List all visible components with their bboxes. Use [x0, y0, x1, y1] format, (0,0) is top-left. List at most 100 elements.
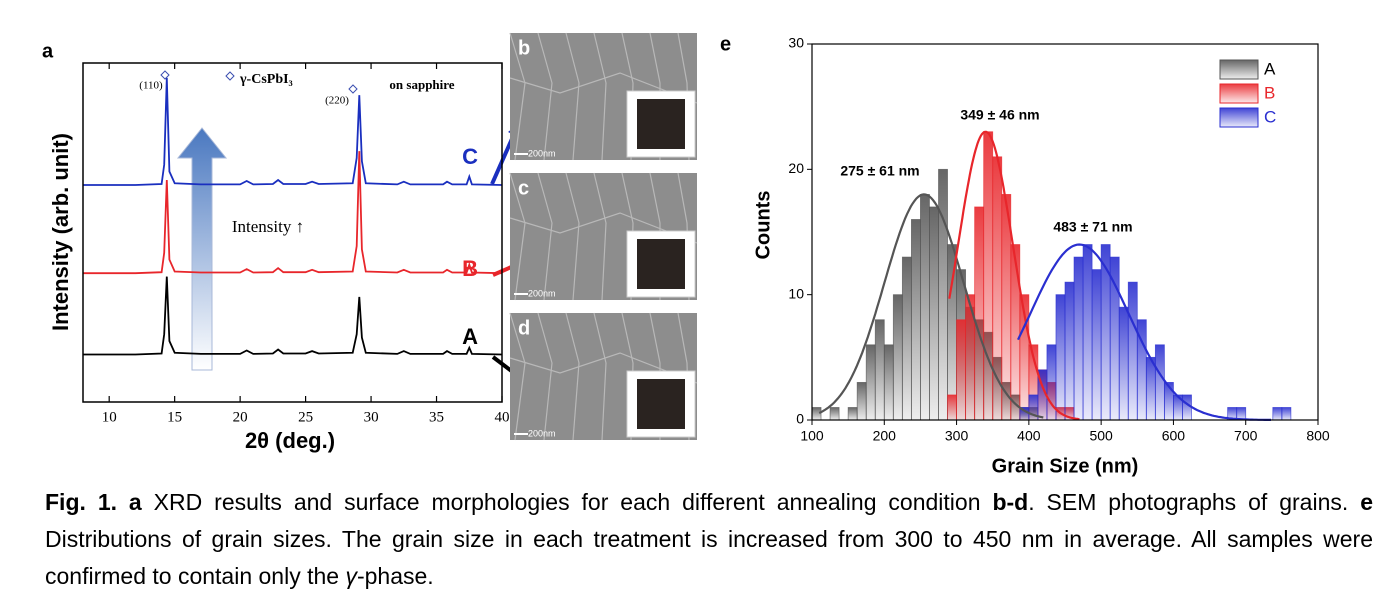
annotation: (220) — [325, 95, 349, 107]
histogram-bar — [1064, 281, 1075, 421]
peak-marker — [225, 71, 235, 81]
histogram-bar — [856, 381, 867, 421]
histogram-bar — [1100, 244, 1111, 421]
series-label: C — [462, 144, 478, 169]
fit-curve — [818, 193, 1044, 419]
histogram-bar — [1281, 407, 1292, 421]
histogram-bar — [920, 193, 930, 421]
histogram-bar — [1091, 269, 1102, 421]
grain-boundary — [593, 172, 607, 301]
scale-bar-label: 200nm — [528, 428, 556, 438]
scale-bar-label: 200nm — [528, 288, 556, 298]
caption-text: -phase. — [356, 563, 434, 589]
caption-text: . SEM photographs of grains. — [1028, 489, 1361, 515]
x-tick-label: 400 — [1017, 428, 1041, 444]
grain-boundary — [565, 32, 580, 161]
legend-label: B — [1264, 83, 1275, 102]
xrd-line — [83, 276, 503, 356]
y-tick-label: 0 — [796, 411, 804, 427]
caption-text: e — [1360, 489, 1373, 515]
annotation: (110) — [139, 80, 163, 92]
legend-swatch — [1219, 59, 1259, 80]
legend-label: A — [1264, 59, 1276, 78]
x-axis-label: 2θ (deg.) — [245, 428, 335, 453]
histogram-bar — [956, 319, 967, 421]
sem-label: c — [518, 177, 529, 199]
fit-curve — [948, 130, 1080, 421]
histogram-bar — [865, 344, 876, 421]
y-tick-label: 30 — [788, 35, 804, 51]
intensity-arrow — [176, 127, 228, 371]
grain-boundary — [537, 172, 553, 301]
annotation: 349 ± 46 nm — [960, 107, 1039, 123]
histogram-bar — [947, 394, 957, 421]
x-tick-label: 20 — [233, 409, 248, 425]
grain-boundary — [565, 312, 580, 441]
histogram-bar — [1118, 306, 1129, 421]
xrd-line — [83, 151, 503, 275]
histogram-bar — [847, 407, 858, 421]
legend-swatch — [1219, 107, 1259, 128]
grain-boundary — [593, 32, 607, 161]
histogram-bar — [983, 131, 994, 421]
annotation: on sapphire — [389, 77, 454, 92]
caption: Fig. 1. a XRD results and surface morpho… — [45, 484, 1373, 595]
x-tick-label: 200 — [873, 428, 897, 444]
panel-label: e — [720, 33, 731, 55]
plot-frame — [811, 43, 1319, 421]
caption-text: b-d — [992, 489, 1029, 515]
histogram-bar — [1154, 344, 1165, 421]
y-axis-label: Counts — [752, 191, 774, 260]
xrd-line — [83, 77, 503, 186]
x-tick-label: 25 — [298, 409, 313, 425]
histogram-bar — [1055, 294, 1066, 421]
y-tick-label: 10 — [788, 285, 804, 301]
histogram-bar — [1182, 394, 1192, 421]
caption-text: XRD results and surface morphologies for… — [141, 489, 993, 515]
annotation: 483 ± 71 nm — [1053, 219, 1132, 235]
legend-label: C — [1264, 107, 1276, 126]
x-tick-label: 700 — [1234, 428, 1258, 444]
x-tick-label: 100 — [800, 428, 824, 444]
x-tick-label: 30 — [364, 409, 379, 425]
sem-label: b — [518, 37, 530, 59]
panel-label: a — [42, 40, 54, 62]
histogram-bar — [1082, 244, 1093, 421]
x-tick-label: 300 — [945, 428, 969, 444]
caption-text: a — [117, 489, 142, 515]
annotation: γ-CsPbI₃ — [239, 72, 293, 87]
x-tick-label: 40 — [495, 409, 510, 425]
histogram-bar — [901, 256, 912, 421]
caption-text: Distributions of grain sizes. The grain … — [45, 526, 1373, 589]
sample-photo — [637, 379, 685, 429]
histogram-bar — [1010, 244, 1021, 421]
x-tick-label: 500 — [1089, 428, 1113, 444]
histogram-bar — [938, 168, 948, 421]
peak-marker — [160, 70, 170, 80]
sample-photo — [637, 239, 685, 289]
histogram-bar — [1127, 281, 1138, 421]
histogram-bar — [1073, 256, 1084, 421]
caption-text: Fig. 1. — [45, 489, 117, 515]
grain-boundary — [537, 32, 553, 161]
legend-swatch — [1219, 83, 1259, 104]
x-tick-label: 35 — [429, 409, 444, 425]
grain-boundary — [565, 172, 580, 301]
x-axis-label: Grain Size (nm) — [992, 455, 1139, 477]
caption-text: γ — [345, 563, 357, 589]
sample-photo — [637, 99, 685, 149]
annotation: 275 ± 61 nm — [840, 163, 919, 179]
grain-boundary — [509, 212, 698, 244]
grain-boundary — [593, 312, 607, 441]
histogram-bar — [1109, 256, 1120, 421]
x-tick-label: 800 — [1306, 428, 1330, 444]
series-label: B — [462, 256, 478, 281]
x-tick-label: 600 — [1162, 428, 1186, 444]
y-tick-label: 20 — [788, 160, 804, 176]
grain-boundary — [509, 352, 698, 384]
histogram-bar — [883, 344, 894, 421]
x-tick-label: 10 — [102, 409, 117, 425]
scale-bar-label: 200nm — [528, 148, 556, 158]
